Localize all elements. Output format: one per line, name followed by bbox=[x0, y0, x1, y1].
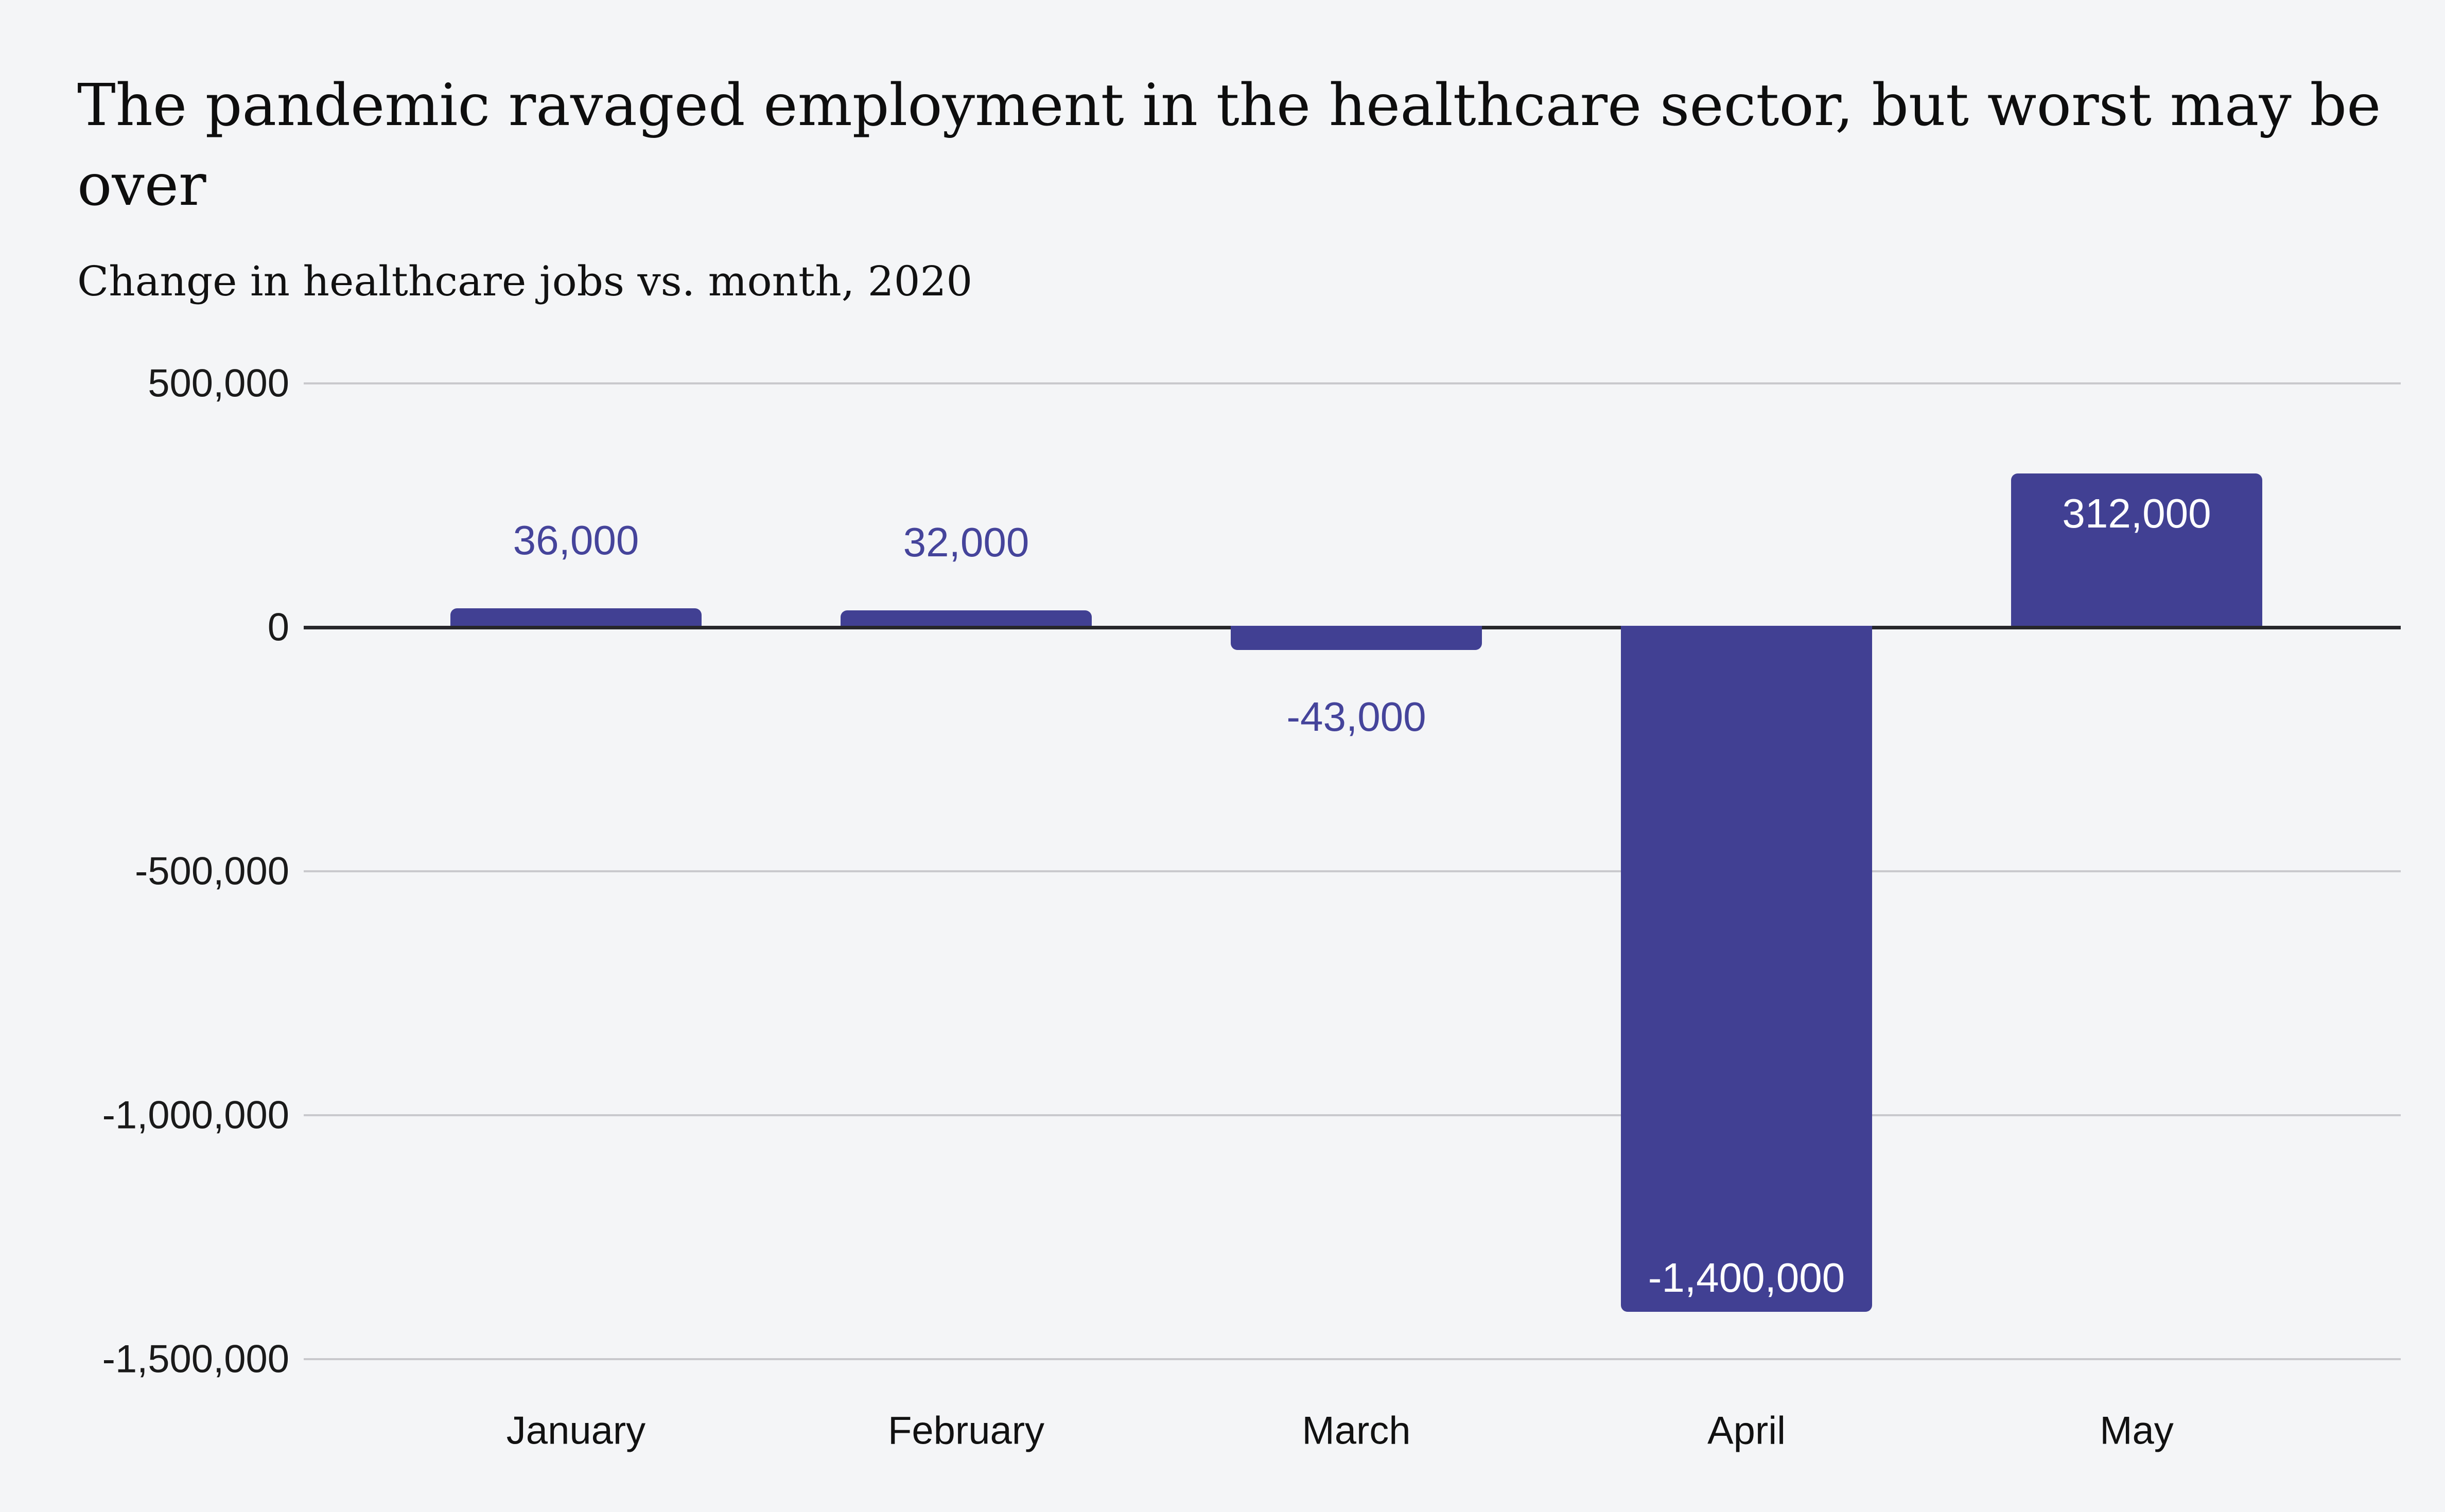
y-axis-tick-label: -500,000 bbox=[134, 849, 289, 893]
chart-title-line1: The pandemic ravaged employment in the h… bbox=[77, 72, 2381, 139]
bar-value-label-may: 312,000 bbox=[2062, 490, 2211, 537]
y-axis-tick-label: 0 bbox=[267, 605, 289, 649]
x-axis-label-february: February bbox=[887, 1409, 1045, 1453]
bar-april bbox=[1621, 626, 1872, 1312]
y-axis-tick-label: -1,000,000 bbox=[102, 1093, 289, 1137]
y-axis-tick-label: 500,000 bbox=[148, 361, 289, 406]
gridline bbox=[304, 382, 2401, 384]
gridline bbox=[304, 870, 2401, 872]
gridline bbox=[304, 1114, 2401, 1116]
bar-value-label-march: -43,000 bbox=[1286, 693, 1426, 740]
x-axis-label-may: May bbox=[2100, 1409, 2174, 1453]
x-axis-label-april: April bbox=[1707, 1409, 1786, 1453]
bar-january bbox=[450, 608, 702, 626]
chart-title-line2: over bbox=[77, 151, 206, 219]
bar-february bbox=[841, 610, 1092, 626]
x-axis-label-march: March bbox=[1302, 1409, 1411, 1453]
chart-title: The pandemic ravaged employment in the h… bbox=[77, 66, 2383, 225]
bar-value-label-february: 32,000 bbox=[903, 519, 1029, 565]
bar-value-label-april: -1,400,000 bbox=[1648, 1255, 1845, 1301]
y-axis-tick-label: -1,500,000 bbox=[102, 1337, 289, 1381]
x-axis-label-january: January bbox=[506, 1409, 646, 1453]
bar-value-label-january: 36,000 bbox=[513, 517, 639, 563]
chart-subtitle: Change in healthcare jobs vs. month, 202… bbox=[77, 257, 973, 305]
gridline bbox=[304, 1358, 2401, 1360]
bar-may bbox=[2011, 473, 2262, 626]
bar-march bbox=[1231, 626, 1482, 650]
